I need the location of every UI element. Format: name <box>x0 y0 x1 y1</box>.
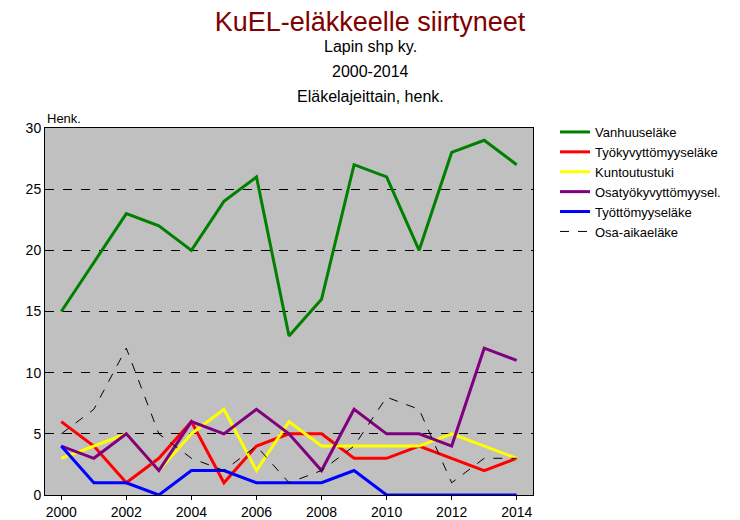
svg-text:25: 25 <box>26 181 42 197</box>
svg-text:Työkyvyttömyyseläke: Työkyvyttömyyseläke <box>595 145 718 160</box>
svg-text:Osatyökyvyttömyysel.: Osatyökyvyttömyysel. <box>595 185 721 200</box>
svg-text:Lapin shp ky.: Lapin shp ky. <box>324 38 417 55</box>
svg-text:2000: 2000 <box>46 504 77 520</box>
svg-text:10: 10 <box>26 365 42 381</box>
svg-text:2000-2014: 2000-2014 <box>332 63 409 80</box>
svg-text:Eläkelajeittain, henk.: Eläkelajeittain, henk. <box>297 88 444 105</box>
svg-text:2012: 2012 <box>436 504 467 520</box>
svg-text:Vanhuuseläke: Vanhuuseläke <box>595 125 676 140</box>
svg-text:2014: 2014 <box>501 504 532 520</box>
svg-text:30: 30 <box>26 120 42 136</box>
svg-text:20: 20 <box>26 242 42 258</box>
svg-text:2010: 2010 <box>371 504 402 520</box>
svg-text:15: 15 <box>26 303 42 319</box>
svg-text:0: 0 <box>33 487 41 503</box>
svg-text:2006: 2006 <box>241 504 272 520</box>
svg-text:2008: 2008 <box>306 504 337 520</box>
svg-text:5: 5 <box>33 426 41 442</box>
svg-text:Henk.: Henk. <box>47 111 81 126</box>
svg-text:Työttömyyseläke: Työttömyyseläke <box>595 205 692 220</box>
svg-text:2004: 2004 <box>176 504 207 520</box>
svg-text:2002: 2002 <box>111 504 142 520</box>
svg-text:Osa-aikaeläke: Osa-aikaeläke <box>595 225 678 240</box>
svg-text:KuEL-eläkkeelle siirtyneet: KuEL-eläkkeelle siirtyneet <box>215 7 526 37</box>
svg-text:Kuntoutustuki: Kuntoutustuki <box>595 165 674 180</box>
